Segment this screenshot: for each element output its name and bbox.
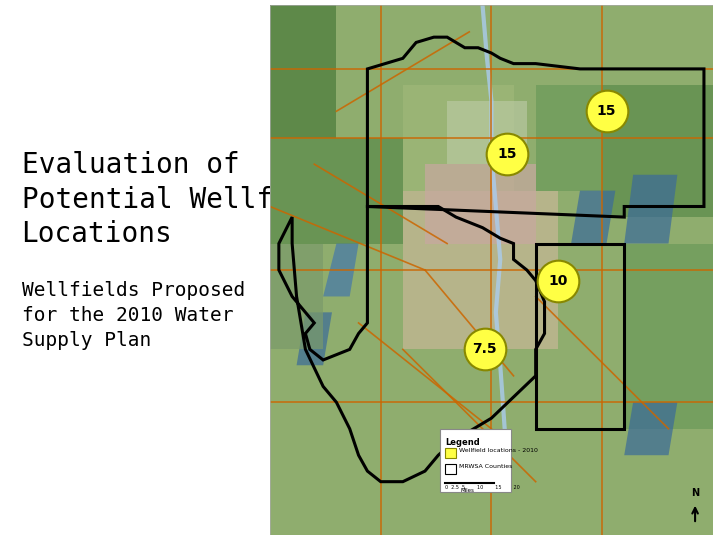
Polygon shape: [297, 312, 332, 365]
Bar: [445, 464, 456, 474]
Polygon shape: [323, 244, 359, 296]
Text: N: N: [691, 488, 699, 497]
Polygon shape: [624, 402, 678, 455]
Polygon shape: [536, 85, 602, 191]
Text: 10: 10: [548, 274, 567, 288]
Text: Evaluation of
Potential Wellfield
Locations: Evaluation of Potential Wellfield Locati…: [22, 151, 340, 248]
Text: 15: 15: [497, 146, 517, 160]
Text: 0  2.5  5        10        15        20: 0 2.5 5 10 15 20: [445, 485, 520, 490]
Bar: [441, 429, 511, 492]
Text: 15: 15: [597, 104, 616, 118]
Text: Legend: Legend: [445, 438, 480, 447]
Text: Miles: Miles: [460, 488, 474, 493]
Polygon shape: [403, 191, 558, 349]
Polygon shape: [270, 244, 323, 349]
Bar: [445, 448, 456, 458]
Text: Wellfield locations - 2010: Wellfield locations - 2010: [459, 449, 538, 454]
Polygon shape: [624, 244, 713, 429]
Text: 7.5: 7.5: [472, 342, 497, 356]
Polygon shape: [270, 138, 403, 244]
Polygon shape: [425, 164, 536, 244]
Polygon shape: [602, 85, 713, 217]
Text: Wellfields Proposed
for the 2010 Water
Supply Plan: Wellfields Proposed for the 2010 Water S…: [22, 281, 245, 350]
Point: [501, 149, 513, 158]
Point: [479, 345, 490, 354]
Polygon shape: [624, 175, 678, 244]
Polygon shape: [270, 5, 336, 138]
Point: [552, 276, 564, 285]
Polygon shape: [571, 191, 616, 244]
Polygon shape: [447, 100, 527, 164]
Polygon shape: [270, 5, 713, 535]
Text: MRWSA Counties: MRWSA Counties: [459, 464, 513, 469]
Polygon shape: [403, 85, 513, 191]
Point: [600, 107, 612, 116]
